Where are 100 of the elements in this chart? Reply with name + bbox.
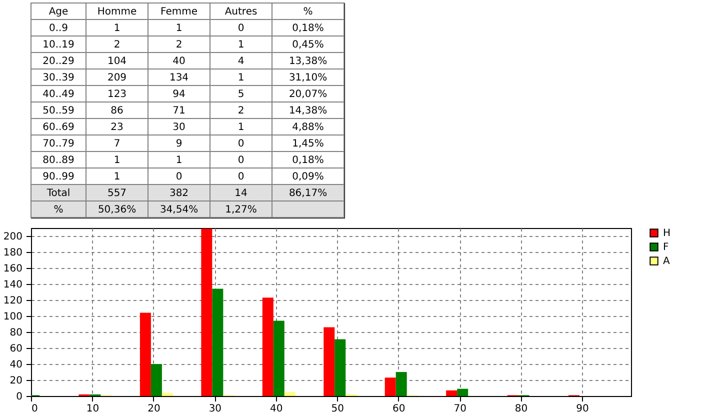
bar bbox=[446, 390, 458, 396]
bar bbox=[201, 228, 212, 396]
bar bbox=[457, 388, 468, 396]
category-label: 20..29 bbox=[42, 56, 74, 67]
y-tick-label: 40 bbox=[10, 360, 22, 370]
x-tick-label: 80 bbox=[514, 404, 528, 414]
data-label: 7 bbox=[114, 138, 120, 150]
category-label: 90..99 bbox=[42, 171, 74, 182]
bar bbox=[262, 298, 274, 396]
data-label: 34,54% bbox=[160, 204, 198, 216]
x-tick-label: 50 bbox=[331, 404, 344, 414]
data-label: 31,10% bbox=[288, 72, 328, 84]
y-tick-label: 160 bbox=[3, 264, 22, 274]
bar bbox=[162, 392, 173, 396]
bar bbox=[284, 392, 296, 396]
text: Autres bbox=[224, 6, 258, 18]
data-label: 71 bbox=[172, 105, 186, 116]
legend-label: H bbox=[663, 228, 671, 239]
data-label: 0 bbox=[176, 171, 182, 182]
data-label: 1 bbox=[176, 22, 182, 34]
data-label: 1 bbox=[114, 22, 120, 34]
bar bbox=[334, 339, 346, 396]
y-tick-label: 100 bbox=[3, 312, 22, 322]
bar bbox=[384, 378, 396, 396]
series-label: % bbox=[303, 6, 313, 18]
data-label: 0 bbox=[238, 138, 244, 150]
data-label: 2 bbox=[238, 105, 244, 116]
y-tick-label: 0 bbox=[16, 392, 22, 402]
x-tick-label: 70 bbox=[454, 404, 466, 414]
data-label: 382 bbox=[169, 188, 189, 199]
data-label: 0,09% bbox=[292, 171, 324, 182]
category-label: % bbox=[54, 204, 64, 216]
y-tick-label: 60 bbox=[10, 344, 22, 354]
data-label: 1 bbox=[114, 154, 120, 166]
x-tick-label: 30 bbox=[208, 404, 222, 414]
category-label: 80..89 bbox=[42, 154, 74, 166]
data-label: 14,38% bbox=[288, 105, 328, 116]
y-tick-label: 80 bbox=[10, 328, 22, 338]
category-label: 70..79 bbox=[42, 138, 74, 150]
data-label: 1 bbox=[238, 72, 244, 84]
data-label: 0 bbox=[238, 154, 244, 166]
data-label: 14 bbox=[234, 188, 248, 199]
data-label: 94 bbox=[172, 88, 186, 100]
data-label: 104 bbox=[107, 56, 127, 67]
data-label: 209 bbox=[107, 72, 127, 84]
data-label: 50,36% bbox=[98, 204, 136, 216]
data-label: 1 bbox=[238, 122, 244, 133]
data-label: 0,45% bbox=[292, 39, 324, 50]
x-tick-label: 10 bbox=[86, 404, 100, 414]
data-label: 0,18% bbox=[292, 154, 324, 166]
x-tick-label: 90 bbox=[576, 404, 589, 414]
data-label: 1,27% bbox=[225, 204, 257, 216]
data-label: 30 bbox=[172, 122, 186, 133]
bar bbox=[150, 364, 162, 396]
legend-label: F bbox=[663, 242, 669, 253]
category-label: 50..59 bbox=[42, 105, 74, 116]
bar bbox=[273, 320, 284, 396]
category-label: Total bbox=[46, 188, 70, 199]
y-tick-label: 120 bbox=[3, 296, 22, 306]
text: Homme bbox=[97, 6, 137, 18]
data-label: 2 bbox=[114, 39, 120, 50]
text: Femme bbox=[160, 6, 198, 18]
data-label: 1,45% bbox=[292, 138, 324, 150]
y-tick-label: 20 bbox=[10, 376, 22, 386]
data-label: 0 bbox=[238, 171, 244, 182]
data-label: 9 bbox=[176, 138, 182, 150]
text: Age bbox=[48, 6, 68, 18]
category-label: 10..19 bbox=[42, 39, 74, 50]
y-tick-label: 140 bbox=[3, 280, 22, 290]
x-tick-label: 40 bbox=[270, 404, 283, 414]
legend-label: A bbox=[663, 256, 670, 267]
x-tick-label: 20 bbox=[148, 404, 160, 414]
data-label: 1 bbox=[176, 154, 182, 166]
data-label: 4,88% bbox=[292, 122, 324, 133]
data-label: 1 bbox=[114, 171, 120, 182]
category-label: 40..49 bbox=[42, 88, 74, 100]
bar bbox=[212, 288, 224, 396]
data-label: 1 bbox=[238, 39, 244, 50]
data-label: 13,38% bbox=[288, 56, 328, 67]
data-label: 20,07% bbox=[288, 88, 328, 100]
data-label: 86 bbox=[110, 105, 124, 116]
data-label: 123 bbox=[107, 88, 127, 100]
data-label: 0 bbox=[238, 22, 244, 34]
bar bbox=[396, 372, 407, 396]
category-label: 0..9 bbox=[48, 22, 68, 34]
data-label: 4 bbox=[238, 56, 244, 67]
data-label: 0,18% bbox=[292, 22, 324, 34]
data-label: 23 bbox=[110, 122, 124, 133]
x-tick-label: 60 bbox=[392, 404, 406, 414]
y-tick-label: 180 bbox=[3, 248, 22, 258]
data-label: 134 bbox=[169, 72, 189, 84]
data-label: 2 bbox=[176, 39, 182, 50]
data-label: 86,17% bbox=[288, 188, 328, 199]
data-label: 5 bbox=[238, 88, 244, 100]
y-tick-label: 200 bbox=[3, 232, 22, 242]
data-label: 40 bbox=[172, 56, 186, 67]
x-tick-label: 0 bbox=[32, 404, 38, 414]
category-label: 30..39 bbox=[42, 72, 74, 84]
bar bbox=[324, 327, 335, 396]
bar bbox=[140, 312, 151, 396]
